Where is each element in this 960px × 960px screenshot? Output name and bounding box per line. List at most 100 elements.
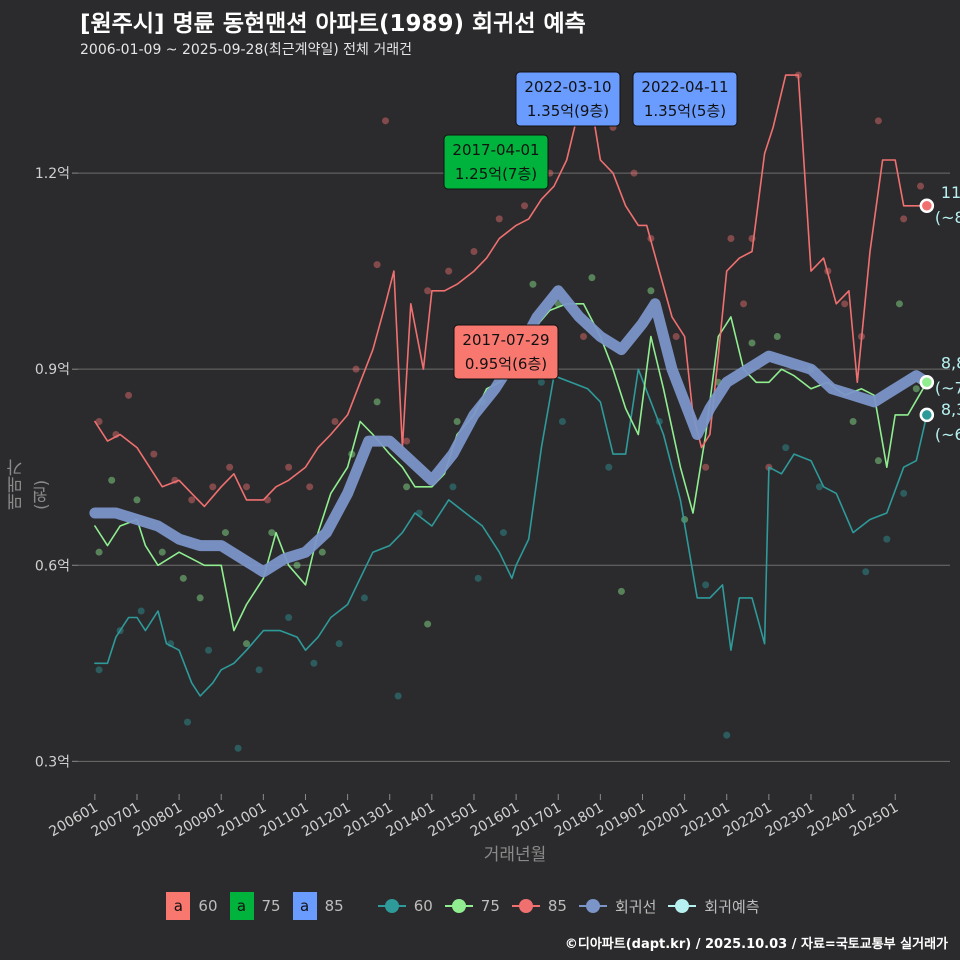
scatter-point-60-16 [499, 529, 507, 537]
scatter-point-85-0 [95, 417, 103, 425]
scatter-point-75-31 [912, 385, 920, 393]
scatter-point-60-7 [255, 666, 263, 674]
scatter-point-60-8 [285, 614, 293, 622]
legend-box-60: a 60 [166, 892, 218, 920]
scatter-point-60-23 [782, 444, 790, 452]
scatter-point-75-5 [196, 594, 204, 602]
scatter-point-75-18 [529, 280, 537, 288]
legend-line-swatch-75 [444, 896, 473, 916]
scatter-point-75-12 [373, 398, 381, 406]
scatter-point-60-0 [95, 666, 103, 674]
legend: a 60 a 75 a 85 60 75 85 회귀선 회 [0, 892, 960, 920]
scatter-point-60-9 [310, 659, 318, 667]
scatter-point-60-22 [723, 731, 731, 739]
scatter-point-60-27 [900, 489, 908, 497]
scatter-point-85-18 [445, 267, 453, 275]
y-tick-label-1: 0.6억 [35, 558, 70, 574]
scatter-point-75-13 [403, 483, 411, 491]
scatter-point-60-5 [205, 646, 213, 654]
scatter-point-60-19 [605, 463, 613, 471]
legend-line-regression: 회귀선 [578, 896, 657, 917]
scatter-point-85-28 [672, 333, 680, 340]
legend-line-label-75: 75 [480, 897, 500, 915]
chart-subtitle: 2006-01-09 ~ 2025-09-28(최근계약일) 전체 거래건 [80, 42, 412, 58]
scatter-point-75-25 [748, 339, 756, 347]
legend-line-85: 85 [511, 896, 567, 916]
legend-box-85: a 85 [292, 892, 344, 920]
end-value-label-85: 11,467 [941, 183, 960, 202]
legend-line-swatch-60 [377, 896, 406, 916]
scatter-point-75-28 [849, 417, 857, 425]
scatter-point-85-17 [424, 287, 432, 295]
scatter-point-85-15 [382, 117, 390, 125]
legend-line-prediction: 회귀예측 [668, 896, 760, 917]
end-area-label-85: (~85㎡) [935, 208, 960, 227]
scatter-point-85-7 [226, 463, 234, 471]
scatter-point-75-8 [268, 529, 276, 537]
scatter-point-75-20 [588, 274, 596, 282]
scatter-point-60-14 [449, 483, 457, 491]
scatter-point-75-7 [243, 640, 251, 648]
scatter-point-85-3 [150, 450, 158, 458]
scatter-point-60-18 [558, 417, 566, 425]
annotation-value-3: 0.95억(6층) [465, 355, 547, 373]
annotation-box-0 [515, 71, 621, 127]
scatter-point-75-2 [133, 496, 141, 504]
series-line-regression [89, 285, 933, 578]
scatter-point-75-26 [773, 333, 781, 340]
legend-box-swatch-85: a [292, 892, 317, 920]
scatter-point-60-11 [360, 594, 368, 602]
legend-line-swatch-regression [578, 896, 607, 916]
legend-line-label-regression: 회귀선 [614, 897, 657, 916]
legend-line-label-60: 60 [413, 897, 433, 915]
scatter-point-60-24 [815, 483, 823, 491]
scatter-point-85-24 [580, 333, 588, 340]
scatter-point-85-5 [188, 496, 196, 504]
scatter-point-60-10 [335, 640, 343, 648]
legend-box-swatch-60: a [166, 892, 191, 920]
annotation-box-1 [632, 71, 738, 127]
scatter-point-75-21 [617, 587, 625, 595]
scatter-point-60-26 [883, 535, 891, 543]
scatter-point-85-30 [727, 234, 735, 242]
scatter-point-60-17 [537, 378, 545, 386]
legend-box-label-75: 75 [261, 897, 281, 915]
annotation-date-1: 2022-04-11 [641, 78, 728, 96]
end-area-label-60: (~60㎡) [935, 425, 960, 444]
scatter-point-75-4 [179, 574, 187, 582]
legend-line-swatch-prediction [668, 896, 697, 916]
annotation-date-3: 2017-07-29 [462, 331, 549, 349]
scatter-point-60-4 [184, 718, 192, 726]
scatter-point-75-22 [647, 287, 655, 295]
annotation-value-2: 1.25억(7층) [455, 165, 537, 183]
legend-box-label-85: 85 [324, 897, 344, 915]
scatter-point-85-38 [874, 117, 882, 125]
x-axis-label: 거래년월 [483, 845, 547, 865]
scatter-point-85-6 [209, 483, 217, 491]
scatter-point-75-9 [293, 561, 301, 569]
scatter-point-85-11 [306, 483, 314, 491]
legend-line-75: 75 [444, 896, 500, 916]
scatter-point-85-2 [125, 391, 133, 399]
scatter-point-75-1 [108, 476, 116, 484]
scatter-point-60-2 [137, 607, 145, 615]
scatter-point-75-0 [95, 548, 103, 556]
scatter-point-60-21 [702, 581, 710, 589]
legend-line-60: 60 [377, 896, 433, 916]
legend-box-group: a 60 a 75 a 85 [166, 892, 355, 920]
legend-box-label-60: 60 [198, 897, 218, 915]
y-tick-label-3: 1.2억 [35, 166, 70, 182]
scatter-point-60-12 [394, 692, 402, 700]
legend-box-75: a 75 [229, 892, 281, 920]
scatter-point-60-15 [474, 574, 482, 582]
scatter-point-85-8 [243, 483, 251, 491]
annotation-box-2 [443, 134, 549, 190]
legend-box-swatch-75: a [229, 892, 254, 920]
scatter-point-75-14 [424, 620, 432, 628]
annotation-box-3 [453, 324, 559, 380]
annotation-date-0: 2022-03-10 [524, 78, 611, 96]
scatter-point-85-40 [917, 182, 925, 190]
scatter-point-75-10 [318, 548, 326, 556]
scatter-point-85-26 [630, 169, 638, 177]
